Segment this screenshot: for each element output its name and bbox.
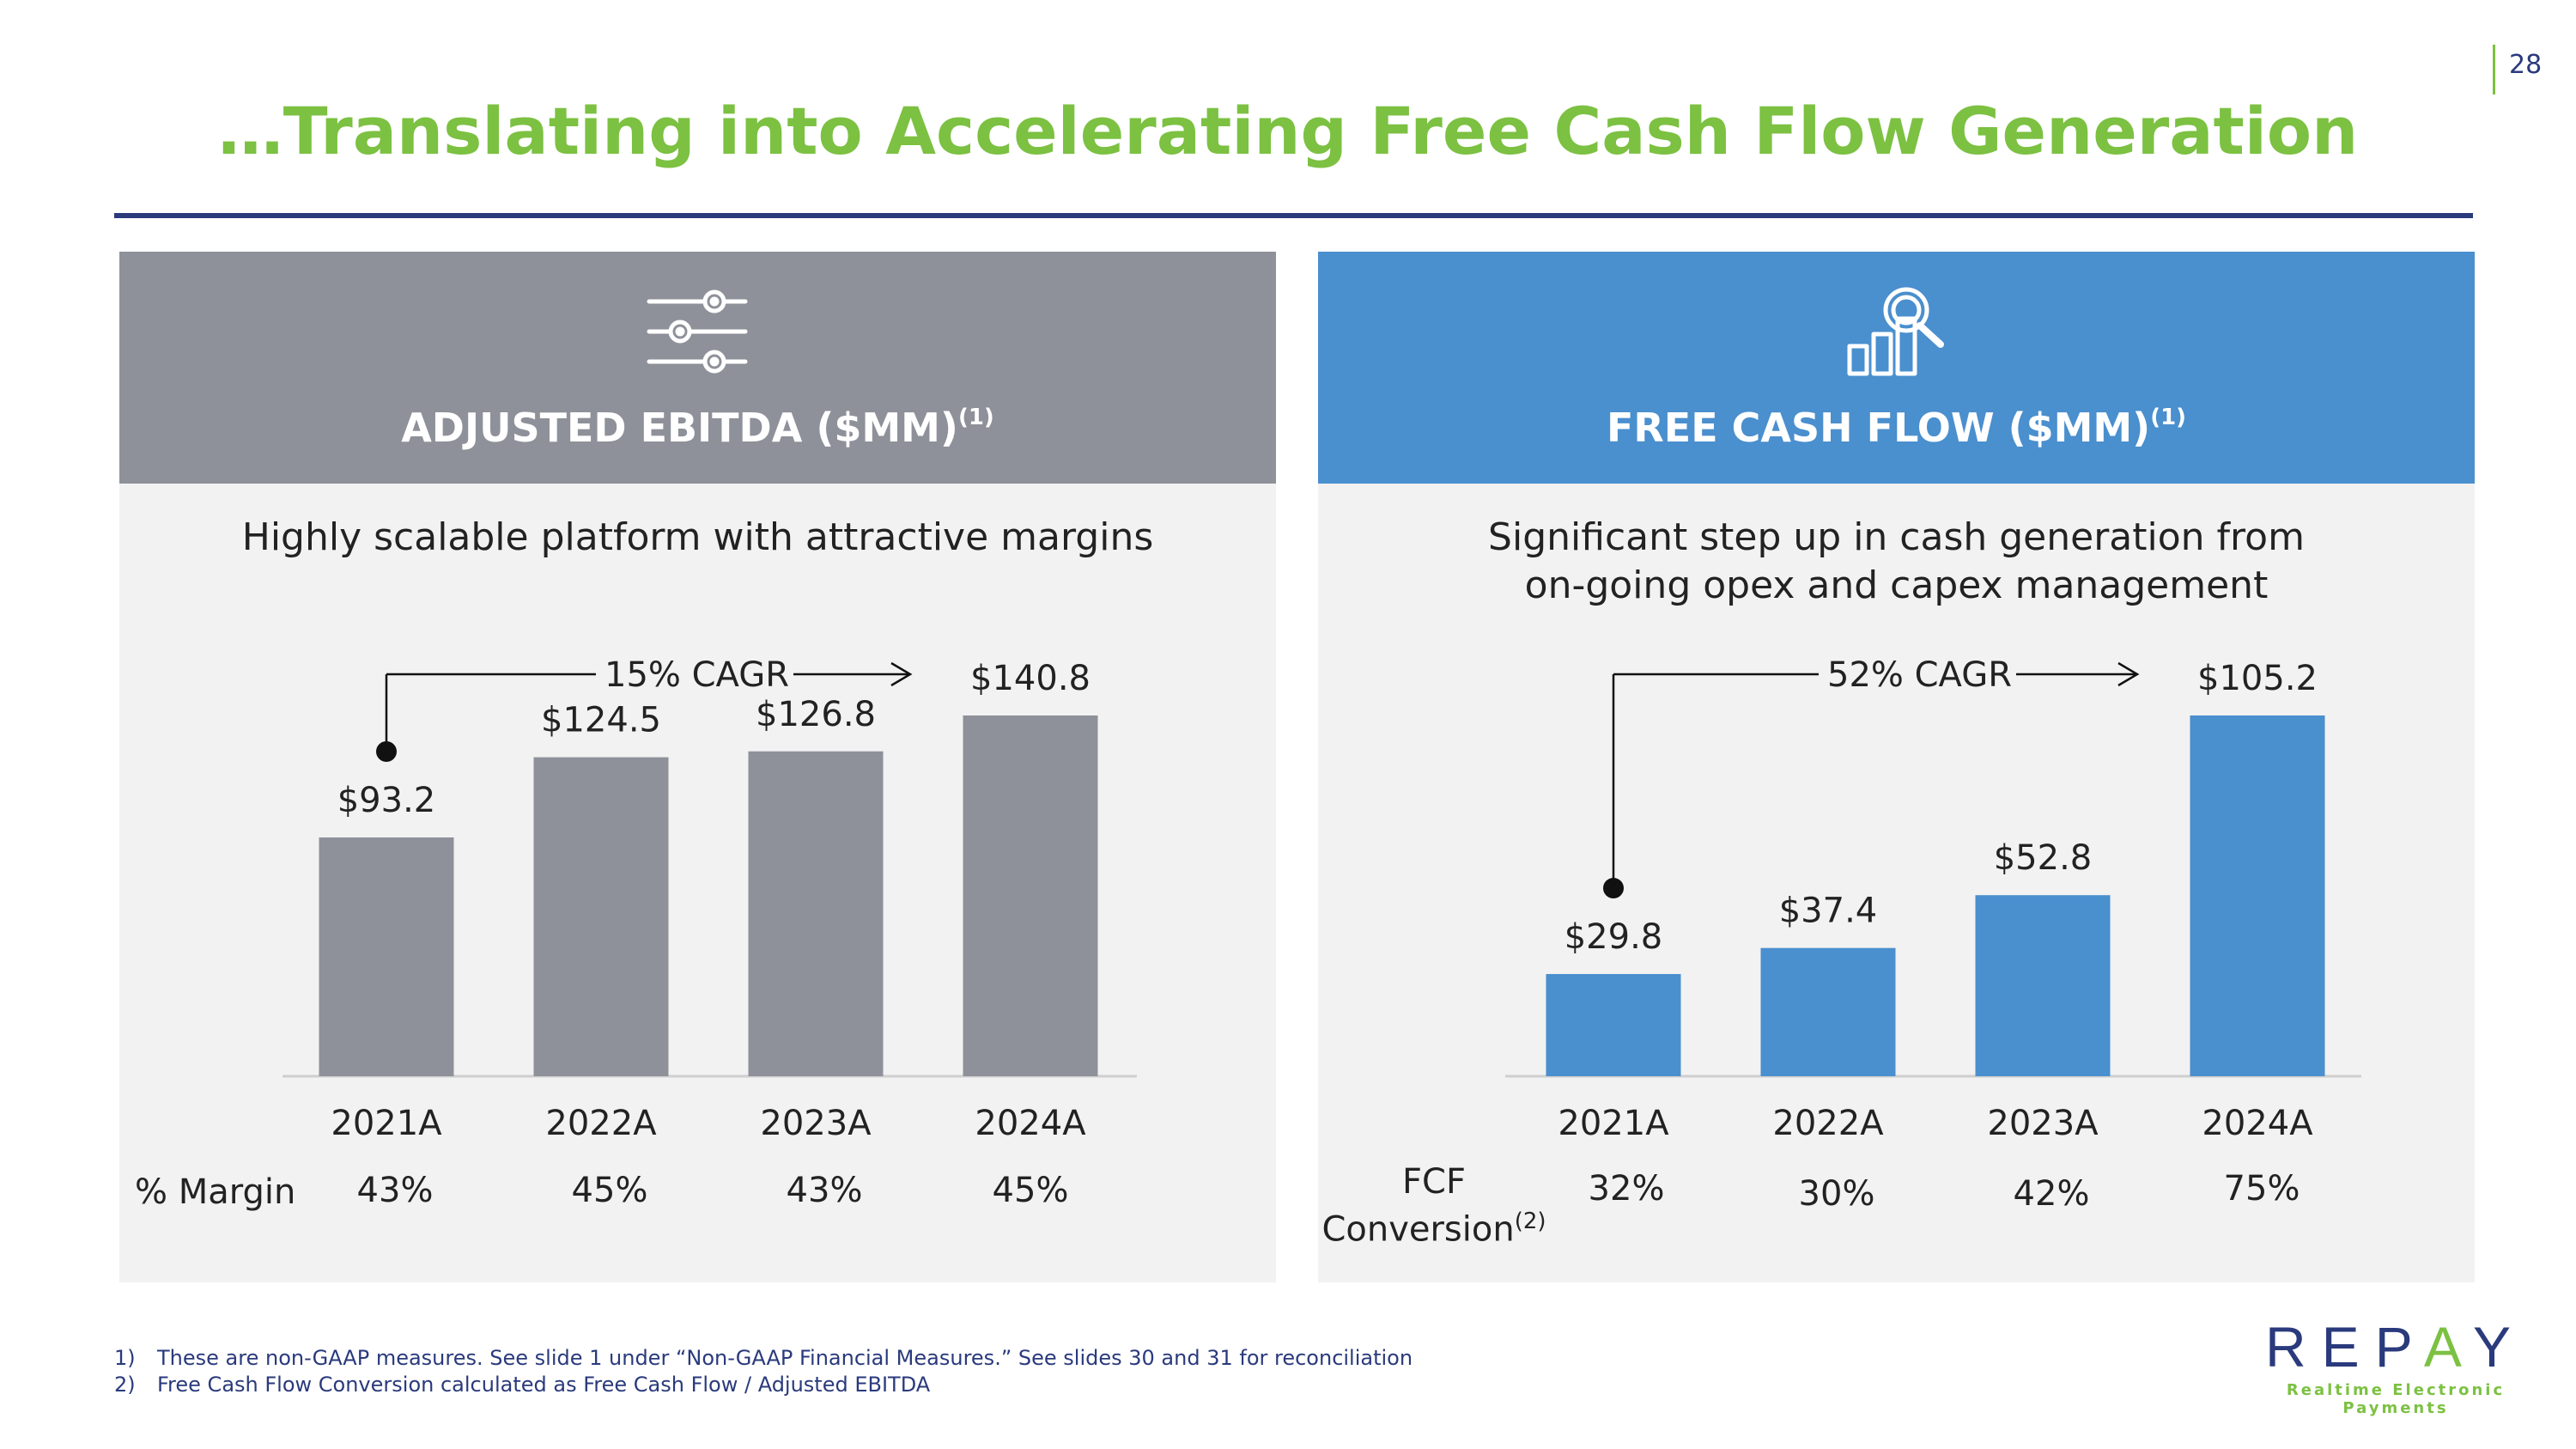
- margin-value-2021A: 43%: [357, 1171, 434, 1210]
- bar-2024A: [963, 715, 1098, 1076]
- bar-2024A: [2190, 715, 2325, 1076]
- value-label-2022A: $37.4: [1779, 892, 1878, 931]
- category-label-2021A: 2021A: [331, 1104, 442, 1143]
- fcf-conversion-value-2024A: 75%: [2224, 1169, 2300, 1209]
- repay-logo-tagline: Realtime Electronic Payments: [2286, 1381, 2506, 1417]
- adjusted-ebitda-header: ADJUSTED EBITDA ($MM)(1): [119, 252, 1276, 484]
- bar-2023A: [748, 751, 884, 1076]
- free-cash-flow-subtitle: Significant step up in cash generation f…: [1318, 514, 2475, 610]
- bar-2023A: [1975, 895, 2111, 1076]
- adjusted-ebitda-panel: ADJUSTED EBITDA ($MM)(1) Highly scalable…: [119, 252, 1276, 1282]
- category-label-2021A: 2021A: [1558, 1104, 1669, 1143]
- cagr-label: 52% CAGR: [1827, 655, 2012, 695]
- value-label-2023A: $126.8: [756, 695, 876, 734]
- value-label-2021A: $29.8: [1564, 917, 1663, 957]
- value-label-2024A: $105.2: [2197, 659, 2318, 698]
- fcf-conversion-row-label: FCF Conversion(2): [1318, 1162, 1550, 1249]
- free-cash-flow-header: FREE CASH FLOW ($MM)(1): [1318, 252, 2475, 484]
- value-label-2021A: $93.2: [337, 781, 436, 820]
- fcf-conversion-label-line1: FCF: [1402, 1162, 1466, 1202]
- free-cash-flow-title: FREE CASH FLOW ($MM)(1): [1606, 405, 2187, 451]
- category-label-2023A: 2023A: [1987, 1104, 2099, 1143]
- fcf-conversion-value-2021A: 32%: [1589, 1169, 1665, 1209]
- repay-logo: REPAY Realtime Electronic Payments: [2233, 1314, 2559, 1417]
- free-cash-flow-chart: $29.8 2021A 32% $37.4 2022A 30% $52.8 2023A 42% $…: [1505, 655, 2361, 1214]
- footnotes: 1) These are non-GAAP measures. See slide…: [114, 1345, 1413, 1398]
- adjusted-ebitda-subtitle: Highly scalable platform with attractive…: [241, 515, 1154, 559]
- bar-2022A: [1760, 947, 1896, 1076]
- category-label-2024A: 2024A: [975, 1104, 1086, 1143]
- category-label-2022A: 2022A: [545, 1104, 657, 1143]
- value-label-2023A: $52.8: [1994, 838, 2093, 878]
- fcf-conversion-label-line2: Conversion(2): [1321, 1209, 1546, 1250]
- cagr-arrowhead: [2117, 661, 2140, 687]
- footnote-1: 1) These are non-GAAP measures. See slide…: [114, 1346, 1413, 1370]
- page-number-divider: [2493, 45, 2495, 94]
- cagr-label: 15% CAGR: [605, 655, 789, 695]
- free-cash-flow-panel: FREE CASH FLOW ($MM)(1) Significant step…: [1318, 252, 2475, 1282]
- adjusted-ebitda-title: ADJUSTED EBITDA ($MM)(1): [401, 405, 994, 451]
- adjusted-ebitda-chart: $93.2 2021A 43% $124.5 2022A 45% $126.8 2023A 43…: [283, 655, 1137, 1210]
- margin-row-label: % Margin: [135, 1172, 296, 1212]
- fcf-conversion-value-2022A: 30%: [1799, 1174, 1875, 1214]
- margin-value-2023A: 43%: [787, 1171, 863, 1210]
- bar-2021A: [319, 837, 454, 1076]
- repay-logo-wordmark: REPAY: [2265, 1315, 2526, 1379]
- slide-title: …Translating into Accelerating Free Cash…: [217, 93, 2359, 169]
- page-number: 28: [2509, 50, 2543, 80]
- cagr-arrowhead: [890, 661, 913, 687]
- bar-2022A: [533, 757, 669, 1076]
- margin-value-2022A: 45%: [572, 1171, 648, 1210]
- margin-value-2024A: 45%: [993, 1171, 1069, 1210]
- category-label-2024A: 2024A: [2202, 1104, 2313, 1143]
- fcf-conversion-value-2023A: 42%: [2014, 1174, 2090, 1214]
- category-label-2022A: 2022A: [1772, 1104, 1884, 1143]
- bar-2021A: [1546, 974, 1681, 1076]
- free-cash-flow-subtitle-line1: Significant step up in cash generation f…: [1488, 515, 2305, 559]
- value-label-2024A: $140.8: [970, 659, 1091, 698]
- free-cash-flow-subtitle-line2: on-going opex and capex management: [1524, 563, 2269, 607]
- title-underline: [114, 213, 2473, 218]
- footnote-2: 2) Free Cash Flow Conversion calculated a…: [114, 1373, 931, 1397]
- sliders-icon: [647, 289, 748, 374]
- value-label-2022A: $124.5: [541, 701, 661, 740]
- magnifier-bar-chart-icon: [1847, 287, 1944, 376]
- category-label-2023A: 2023A: [760, 1104, 872, 1143]
